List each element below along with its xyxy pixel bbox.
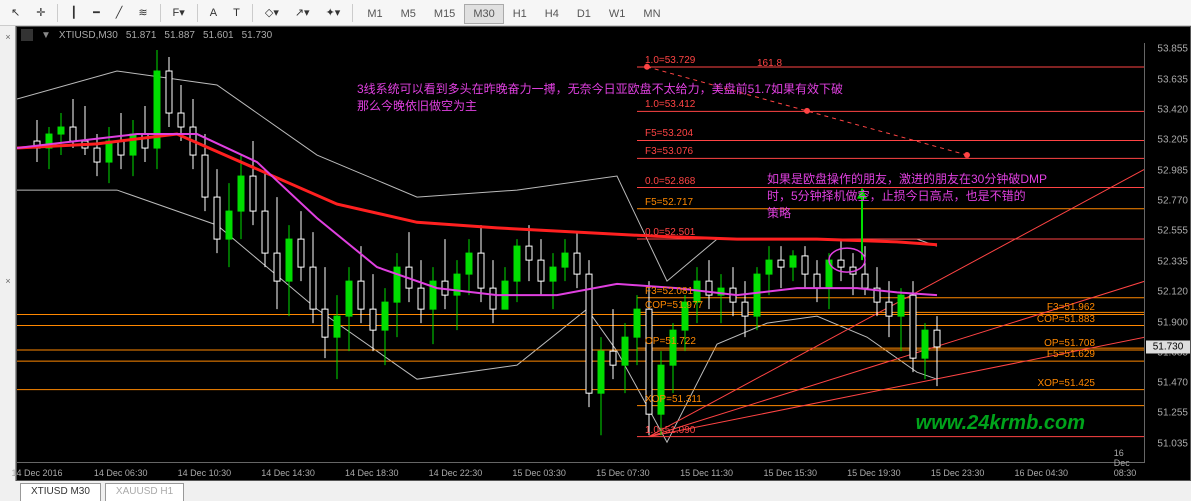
y-tick: 51.255 (1157, 408, 1188, 419)
x-tick: 14 Dec 10:30 (178, 468, 232, 478)
more-tool-icon[interactable]: ✦▾ (319, 3, 348, 22)
y-tick: 51.035 (1157, 439, 1188, 450)
toolbar: ↖ ✛ ┃ ━ ╱ ≋ F▾ A T ◇▾ ↗▾ ✦▾ M1M5M15M30H1… (0, 0, 1191, 26)
x-tick: 14 Dec 06:30 (94, 468, 148, 478)
fib-level-label: F3=51.962 (1047, 302, 1095, 313)
close-panel-icon[interactable]: × (2, 276, 14, 288)
separator (57, 4, 58, 22)
arrows-tool-icon[interactable]: ↗▾ (288, 3, 317, 22)
x-tick: 15 Dec 19:30 (847, 468, 901, 478)
separator (197, 4, 198, 22)
shapes-tool-icon[interactable]: ◇▾ (258, 3, 286, 22)
vline-tool-icon[interactable]: ┃ (63, 3, 84, 22)
fib-level-label: F3=53.076 (645, 146, 693, 157)
fib-level-label: COP=51.977 (645, 300, 703, 311)
y-axis: 53.855 53.635 53.420 53.205 52.985 52.770 52.5… (1144, 43, 1190, 463)
y-tick: 53.205 (1157, 135, 1188, 146)
hline-tool-icon[interactable]: ━ (86, 3, 107, 22)
crosshair-tool-icon[interactable]: ✛ (29, 3, 52, 22)
arrow-tool-icon[interactable]: ↖ (4, 3, 27, 22)
y-tick: 52.770 (1157, 196, 1188, 207)
y-tick: 53.855 (1157, 44, 1188, 55)
y-tick: 52.335 (1157, 257, 1188, 268)
x-axis: 14 Dec 201614 Dec 06:3014 Dec 10:3014 De… (17, 462, 1145, 480)
x-tick: 15 Dec 03:30 (512, 468, 566, 478)
timeframe-M1[interactable]: M1 (358, 4, 391, 24)
y-tick: 52.120 (1157, 287, 1188, 298)
y-tick: 53.635 (1157, 75, 1188, 86)
ohlc-c: 51.730 (242, 30, 273, 41)
fib-extension-label: 161.8 (757, 58, 782, 69)
x-tick: 15 Dec 11:30 (680, 468, 733, 478)
fib-level-label: 1.0=53.412 (645, 99, 695, 110)
timeframe-H1[interactable]: H1 (504, 4, 536, 24)
chart-tab[interactable]: XAUUSD H1 (105, 483, 184, 501)
x-tick: 14 Dec 14:30 (261, 468, 315, 478)
timeframe-M30[interactable]: M30 (464, 4, 503, 24)
current-price-label: 51.730 (1146, 340, 1190, 353)
ohlc-h: 51.887 (164, 30, 195, 41)
fib-level-label: OP=51.722 (645, 336, 696, 347)
close-panel-icon[interactable]: × (2, 32, 14, 44)
separator (252, 4, 253, 22)
timeframe-M15[interactable]: M15 (425, 4, 464, 24)
x-tick: 14 Dec 18:30 (345, 468, 399, 478)
y-tick: 52.985 (1157, 166, 1188, 177)
annotation-text-1: 3线系统可以看到多头在昨晚奋力一搏，无奈今日亚欧盘不太给力，美盘前51.7如果有… (357, 81, 843, 115)
fib-level-label: 0.0=52.501 (645, 227, 695, 238)
fib-level-label: F5=52.717 (645, 197, 693, 208)
ohlc-l: 51.601 (203, 30, 234, 41)
x-tick: 15 Dec 23:30 (931, 468, 985, 478)
y-tick: 51.900 (1157, 318, 1188, 329)
x-tick: 15 Dec 15:30 (763, 468, 817, 478)
fib-level-label: F5=51.629 (1047, 349, 1095, 360)
fib-tool-icon[interactable]: F▾ (166, 3, 192, 22)
annotation-text-2: 如果是欧盘操作的朋友，激进的朋友在30分钟破DMP时，5分钟择机做空，止损今日高… (767, 171, 1047, 221)
timeframe-H4[interactable]: H4 (536, 4, 568, 24)
fib-level-label: COP=51.883 (1037, 314, 1095, 325)
channel-tool-icon[interactable]: ≋ (131, 3, 154, 22)
dropdown-icon[interactable]: ▼ (41, 30, 51, 41)
x-tick: 16 Dec 08:30 (1114, 448, 1137, 478)
fib-level-label: F3=52.081 (645, 286, 693, 297)
chart-header: ▼ XTIUSD,M30 51.871 51.887 51.601 51.730 (17, 27, 1190, 43)
fib-level-label: 0.0=52.868 (645, 176, 695, 187)
chart-tabs: XTIUSD M30XAUUSD H1 (20, 483, 184, 501)
chart-canvas[interactable]: 3线系统可以看到多头在昨晚奋力一搏，无奈今日亚欧盘不太给力，美盘前51.7如果有… (17, 43, 1145, 463)
fib-level-label: 1.0=53.729 (645, 55, 695, 66)
chart-tab[interactable]: XTIUSD M30 (20, 483, 101, 501)
y-tick: 51.470 (1157, 378, 1188, 389)
x-tick: 14 Dec 22:30 (429, 468, 483, 478)
separator (352, 4, 353, 22)
timeframe-W1[interactable]: W1 (600, 4, 635, 24)
timeframe-MN[interactable]: MN (634, 4, 669, 24)
chart-window: ▼ XTIUSD,M30 51.871 51.887 51.601 51.730… (16, 26, 1191, 481)
x-tick: 15 Dec 07:30 (596, 468, 650, 478)
trendline-tool-icon[interactable]: ╱ (109, 3, 130, 22)
x-tick: 16 Dec 04:30 (1015, 468, 1069, 478)
ohlc-o: 51.871 (126, 30, 157, 41)
timeframe-M5[interactable]: M5 (392, 4, 425, 24)
watermark: www.24krmb.com (916, 412, 1085, 435)
fib-level-label: XOP=51.425 (1037, 378, 1095, 389)
label-tool-icon[interactable]: T (226, 4, 247, 22)
fib-level-label: OP=51.708 (1044, 338, 1095, 349)
separator (160, 4, 161, 22)
text-tool-icon[interactable]: A (203, 4, 224, 22)
y-tick: 53.420 (1157, 105, 1188, 116)
symbol-label: XTIUSD,M30 (59, 30, 118, 41)
fib-level-label: XOP=51.311 (645, 394, 702, 405)
y-tick: 52.555 (1157, 226, 1188, 237)
fib-level-label: F5=53.204 (645, 128, 693, 139)
fib-level-label: 1.0=51.090 (645, 425, 695, 436)
x-tick: 14 Dec 2016 (11, 468, 62, 478)
chart-icon (21, 29, 33, 41)
timeframe-D1[interactable]: D1 (568, 4, 600, 24)
left-sidebar: × × (0, 26, 16, 481)
